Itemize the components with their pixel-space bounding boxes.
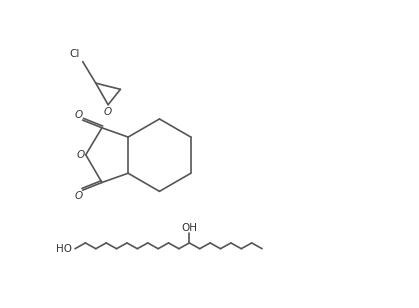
Text: HO: HO: [56, 244, 72, 254]
Text: OH: OH: [181, 223, 197, 233]
Text: O: O: [75, 191, 83, 201]
Text: Cl: Cl: [70, 49, 80, 59]
Text: O: O: [104, 107, 112, 117]
Text: O: O: [76, 150, 85, 160]
Text: O: O: [75, 111, 83, 120]
